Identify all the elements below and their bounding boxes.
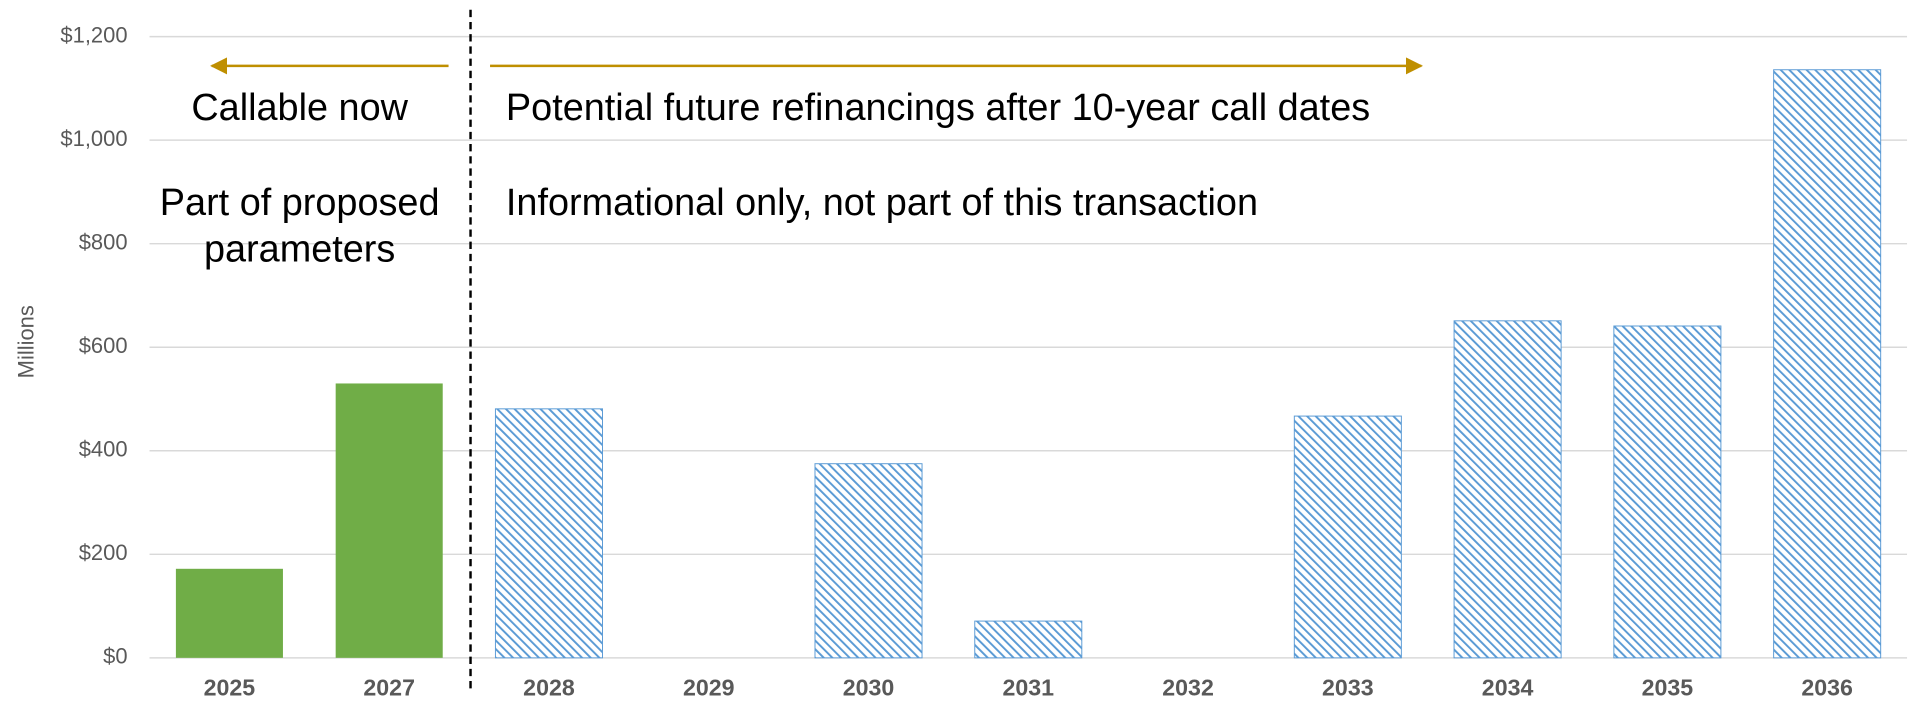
y-tick-label: $200 bbox=[79, 540, 128, 565]
bar bbox=[974, 620, 1083, 659]
y-tick-label: $1,200 bbox=[60, 22, 127, 47]
x-tick-label: 2029 bbox=[683, 675, 735, 701]
y-tick-label: $0 bbox=[103, 644, 127, 669]
x-tick-label: 2027 bbox=[363, 675, 415, 701]
annotation: Informational only, not part of this tra… bbox=[506, 182, 1258, 224]
bar bbox=[494, 408, 603, 659]
x-tick-label: 2028 bbox=[523, 675, 575, 701]
y-tick-label: $600 bbox=[79, 333, 128, 358]
x-tick-label: 2030 bbox=[843, 675, 895, 701]
bar bbox=[1773, 69, 1882, 659]
bar bbox=[335, 383, 443, 658]
annotation: Potential future refinancings after 10-y… bbox=[506, 87, 1370, 129]
bar bbox=[175, 568, 283, 658]
x-tick-label: 2033 bbox=[1322, 675, 1374, 701]
annotation: Callable now bbox=[191, 87, 408, 129]
x-tick-label: 2036 bbox=[1801, 675, 1853, 701]
bar bbox=[814, 463, 923, 659]
x-tick-label: 2025 bbox=[204, 675, 256, 701]
x-tick-label: 2034 bbox=[1482, 675, 1534, 701]
bar bbox=[1293, 415, 1402, 659]
x-tick-label: 2035 bbox=[1642, 675, 1694, 701]
y-tick-label: $800 bbox=[79, 229, 128, 254]
y-tick-label: $1,000 bbox=[60, 126, 127, 151]
y-tick-label: $400 bbox=[79, 437, 128, 462]
y-axis-label: Millions bbox=[13, 305, 38, 378]
annotation: Part of proposed bbox=[160, 182, 440, 224]
annotation: parameters bbox=[204, 228, 395, 270]
x-tick-label: 2031 bbox=[1003, 675, 1055, 701]
bar bbox=[1613, 325, 1722, 659]
x-tick-label: 2032 bbox=[1162, 675, 1214, 701]
bar bbox=[1453, 320, 1562, 659]
